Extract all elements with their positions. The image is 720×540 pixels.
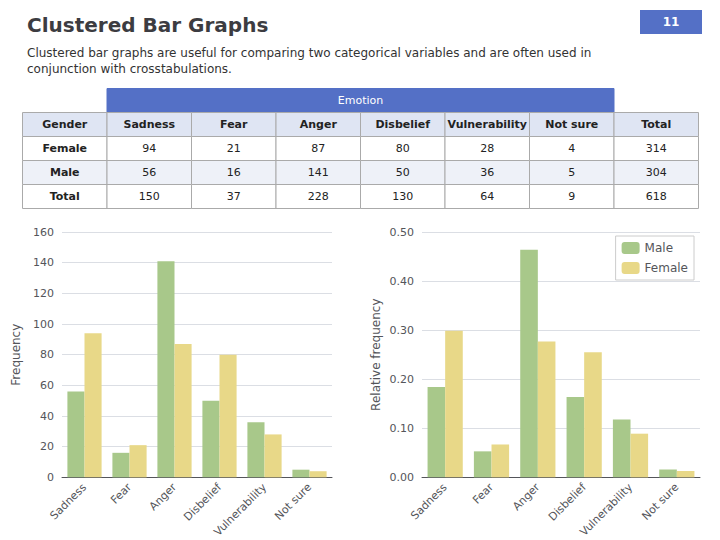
svg-text:80: 80	[40, 348, 54, 361]
svg-text:0.30: 0.30	[390, 324, 415, 337]
svg-text:Clustered bar graphs are usefu: Clustered bar graphs are useful for comp…	[27, 46, 595, 60]
svg-text:141: 141	[308, 166, 329, 179]
svg-text:Sadness: Sadness	[123, 118, 175, 131]
svg-text:9: 9	[568, 190, 575, 203]
svg-text:Fear: Fear	[108, 480, 134, 506]
svg-text:0.40: 0.40	[390, 275, 415, 288]
svg-text:Fear: Fear	[220, 118, 248, 131]
svg-text:Disbelief: Disbelief	[181, 480, 225, 524]
svg-text:0.50: 0.50	[390, 226, 415, 239]
svg-text:Anger: Anger	[147, 480, 180, 513]
svg-text:314: 314	[646, 142, 667, 155]
svg-text:11: 11	[663, 15, 680, 29]
svg-text:Fear: Fear	[470, 480, 496, 506]
svg-text:Not sure: Not sure	[545, 118, 598, 131]
svg-text:Total: Total	[50, 190, 80, 203]
svg-text:Male: Male	[645, 241, 673, 255]
svg-text:Vulnerability: Vulnerability	[577, 480, 635, 538]
svg-text:Female: Female	[645, 261, 688, 275]
svg-text:50: 50	[396, 166, 410, 179]
svg-text:21: 21	[227, 142, 241, 155]
svg-text:37: 37	[227, 190, 241, 203]
svg-text:94: 94	[142, 142, 156, 155]
svg-text:conjunction with crosstabulati: conjunction with crosstabulations.	[27, 62, 232, 76]
svg-text:Frequency: Frequency	[9, 324, 23, 386]
svg-text:618: 618	[646, 190, 667, 203]
svg-text:56: 56	[142, 166, 156, 179]
svg-text:Male: Male	[50, 166, 80, 179]
svg-text:140: 140	[33, 256, 54, 269]
svg-text:40: 40	[40, 410, 54, 423]
svg-text:Clustered Bar Graphs: Clustered Bar Graphs	[27, 13, 268, 37]
svg-text:160: 160	[33, 226, 54, 239]
svg-text:Female: Female	[42, 142, 87, 155]
svg-text:0.10: 0.10	[390, 422, 415, 435]
svg-text:Sadness: Sadness	[408, 481, 450, 523]
svg-text:Emotion: Emotion	[338, 94, 383, 107]
svg-text:0: 0	[47, 471, 54, 484]
svg-text:100: 100	[33, 318, 54, 331]
svg-text:Anger: Anger	[300, 118, 338, 131]
svg-text:0.00: 0.00	[390, 471, 415, 484]
svg-text:Relative frequency: Relative frequency	[369, 298, 383, 410]
svg-text:0.20: 0.20	[390, 373, 415, 386]
svg-text:Not sure: Not sure	[639, 481, 681, 523]
svg-text:Disbelief: Disbelief	[546, 480, 590, 524]
svg-text:120: 120	[33, 287, 54, 300]
svg-text:60: 60	[40, 379, 54, 392]
svg-text:Total: Total	[641, 118, 671, 131]
svg-text:304: 304	[646, 166, 667, 179]
svg-text:Gender: Gender	[42, 118, 88, 131]
svg-text:4: 4	[568, 142, 575, 155]
svg-text:36: 36	[480, 166, 494, 179]
svg-text:80: 80	[396, 142, 410, 155]
svg-text:20: 20	[40, 440, 54, 453]
svg-text:64: 64	[480, 190, 494, 203]
svg-text:5: 5	[568, 166, 575, 179]
svg-text:228: 228	[308, 190, 329, 203]
svg-text:Anger: Anger	[510, 480, 543, 513]
svg-text:87: 87	[311, 142, 325, 155]
svg-text:Sadness: Sadness	[47, 481, 89, 523]
svg-text:28: 28	[480, 142, 494, 155]
svg-text:Vulnerability: Vulnerability	[448, 118, 527, 131]
svg-text:150: 150	[139, 190, 160, 203]
svg-text:130: 130	[392, 190, 413, 203]
svg-text:16: 16	[227, 166, 241, 179]
svg-text:Vulnerability: Vulnerability	[211, 480, 269, 538]
svg-text:Disbelief: Disbelief	[375, 118, 430, 131]
svg-text:Not sure: Not sure	[272, 481, 314, 523]
